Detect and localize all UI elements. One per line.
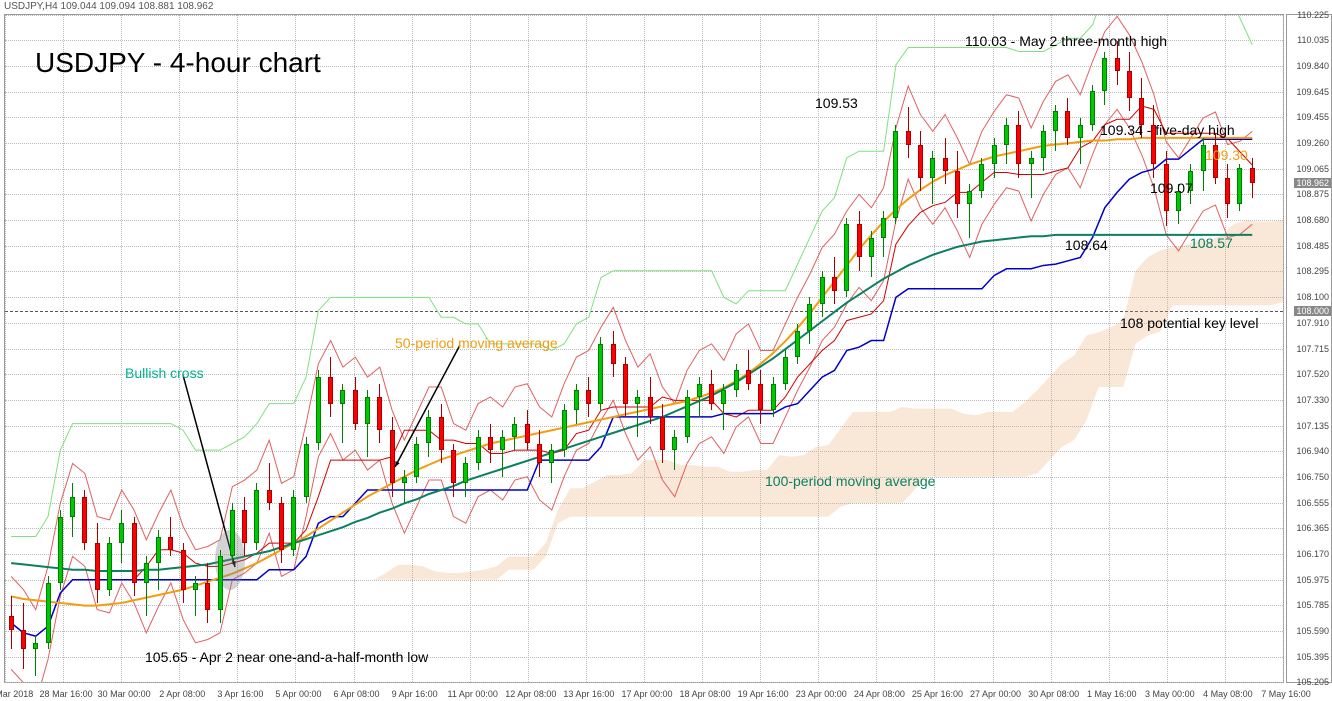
grid-line-v: [354, 15, 355, 682]
x-tick-label: 30 Apr 08:00: [1028, 689, 1079, 699]
ichimoku-cloud: [251, 220, 1283, 636]
y-tick-label: 105.785: [1296, 600, 1329, 610]
grid-line-v: [1109, 15, 1110, 682]
y-tick-label: 108.875: [1296, 189, 1329, 199]
grid-line-v: [63, 15, 64, 682]
chart-annotation: 109.53: [815, 95, 858, 111]
chart-annotation: Bullish cross: [125, 365, 204, 381]
x-tick-label: 28 Mar 16:00: [40, 689, 93, 699]
grid-line-v: [1051, 15, 1052, 682]
grid-line-v: [1283, 15, 1284, 682]
chart-annotation: 108 potential key level: [1120, 315, 1259, 331]
x-tick-label: 27 Apr 00:00: [970, 689, 1021, 699]
y-tick-label: 108.295: [1296, 266, 1329, 276]
y-tick-label: 108.485: [1296, 241, 1329, 251]
x-tick-label: 24 Apr 08:00: [854, 689, 905, 699]
grid-line-v: [934, 15, 935, 682]
x-tick-label: 19 Apr 16:00: [738, 689, 789, 699]
y-tick-label: 108.680: [1296, 215, 1329, 225]
y-tick-label: 109.260: [1296, 138, 1329, 148]
y-tick-label: 110.225: [1297, 10, 1329, 20]
grid-line-v: [644, 15, 645, 682]
y-tick-label: 105.205: [1296, 677, 1329, 687]
grid-line-v: [876, 15, 877, 682]
chart-annotation: 110.03 - May 2 three-month high: [965, 33, 1167, 49]
x-tick-label: 13 Apr 16:00: [563, 689, 614, 699]
grid-line-v: [5, 15, 6, 682]
ma100-line: [11, 235, 1252, 571]
current-price-marker: 108.962: [1294, 178, 1331, 188]
y-tick-label: 107.135: [1296, 421, 1329, 431]
grid-line-v: [818, 15, 819, 682]
span-a-line: [11, 15, 1252, 537]
x-tick-label: 7 May 16:00: [1261, 689, 1311, 699]
y-tick-label: 109.840: [1296, 61, 1329, 71]
x-tick-label: 27 Mar 2018: [0, 689, 33, 699]
y-tick-label: 105.590: [1296, 626, 1329, 636]
y-tick-label: 105.975: [1296, 575, 1329, 585]
key-level-line: [5, 311, 1283, 312]
x-tick-label: 2 Apr 08:00: [159, 689, 205, 699]
grid-line-v: [1225, 15, 1226, 682]
y-tick-label: 109.455: [1296, 112, 1329, 122]
x-tick-label: 3 Apr 16:00: [217, 689, 263, 699]
chart-annotation: 109.34 - five-day high: [1100, 122, 1235, 138]
x-tick-label: 30 Mar 00:00: [98, 689, 151, 699]
y-tick-label: 107.330: [1296, 395, 1329, 405]
y-tick-label: 107.520: [1296, 369, 1329, 379]
y-tick-label: 107.715: [1296, 344, 1329, 354]
y-tick-label: 106.365: [1296, 523, 1329, 533]
grid-line-v: [586, 15, 587, 682]
x-tick-label: 6 Apr 08:00: [334, 689, 380, 699]
kijun-line: [11, 139, 1252, 636]
x-axis: 27 Mar 201828 Mar 16:0030 Mar 00:002 Apr…: [4, 685, 1284, 701]
y-tick-label: 109.645: [1296, 87, 1329, 97]
grid-line-v: [993, 15, 994, 682]
chart-annotation: 108.57: [1190, 235, 1233, 251]
chart-title: USDJPY - 4-hour chart: [35, 47, 321, 79]
chart-annotation: 109.30: [1205, 147, 1248, 163]
chart-annotation: 108.64: [1065, 237, 1108, 253]
x-tick-label: 25 Apr 16:00: [912, 689, 963, 699]
grid-line-v: [1167, 15, 1168, 682]
x-tick-label: 18 Apr 08:00: [680, 689, 731, 699]
x-tick-label: 17 Apr 00:00: [621, 689, 672, 699]
x-tick-label: 1 May 16:00: [1087, 689, 1137, 699]
y-tick-label: 109.065: [1296, 164, 1329, 174]
chart-annotation: 109.07: [1150, 180, 1193, 196]
chart-annotation: 100-period moving average: [765, 473, 935, 489]
x-tick-label: 9 Apr 16:00: [392, 689, 438, 699]
x-tick-label: 12 Apr 08:00: [505, 689, 556, 699]
grid-line-v: [760, 15, 761, 682]
key-level-marker: 108.000: [1294, 306, 1331, 316]
y-tick-label: 106.170: [1296, 549, 1329, 559]
y-tick-label: 107.910: [1296, 318, 1329, 328]
instrument-header: USDJPY,H4 109.044 109.094 108.881 108.96…: [0, 0, 217, 13]
x-tick-label: 11 Apr 00:00: [448, 689, 498, 699]
y-tick-label: 110.035: [1297, 35, 1329, 45]
y-tick-label: 105.395: [1296, 652, 1329, 662]
y-tick-label: 106.940: [1296, 446, 1329, 456]
x-tick-label: 23 Apr 00:00: [796, 689, 847, 699]
grid-line-v: [295, 15, 296, 682]
x-tick-label: 3 May 00:00: [1145, 689, 1195, 699]
chart-annotation: 50-period moving average: [395, 335, 558, 351]
x-tick-label: 5 Apr 00:00: [275, 689, 321, 699]
price-chart[interactable]: USDJPY - 4-hour chart 110.03 - May 2 thre…: [4, 14, 1284, 683]
y-tick-label: 108.100: [1296, 292, 1329, 302]
y-tick-label: 106.555: [1296, 498, 1329, 508]
y-axis: 110.225110.035109.840109.645109.455109.2…: [1286, 14, 1332, 683]
y-tick-label: 106.750: [1296, 472, 1329, 482]
arrowhead-icon: [395, 461, 400, 467]
envelope-line: [11, 16, 1252, 609]
x-tick-label: 4 May 08:00: [1203, 689, 1253, 699]
grid-line-v: [702, 15, 703, 682]
grid-line-v: [121, 15, 122, 682]
grid-line-h: [5, 682, 1283, 683]
chart-annotation: 105.65 - Apr 2 near one-and-a-half-month…: [145, 649, 428, 665]
